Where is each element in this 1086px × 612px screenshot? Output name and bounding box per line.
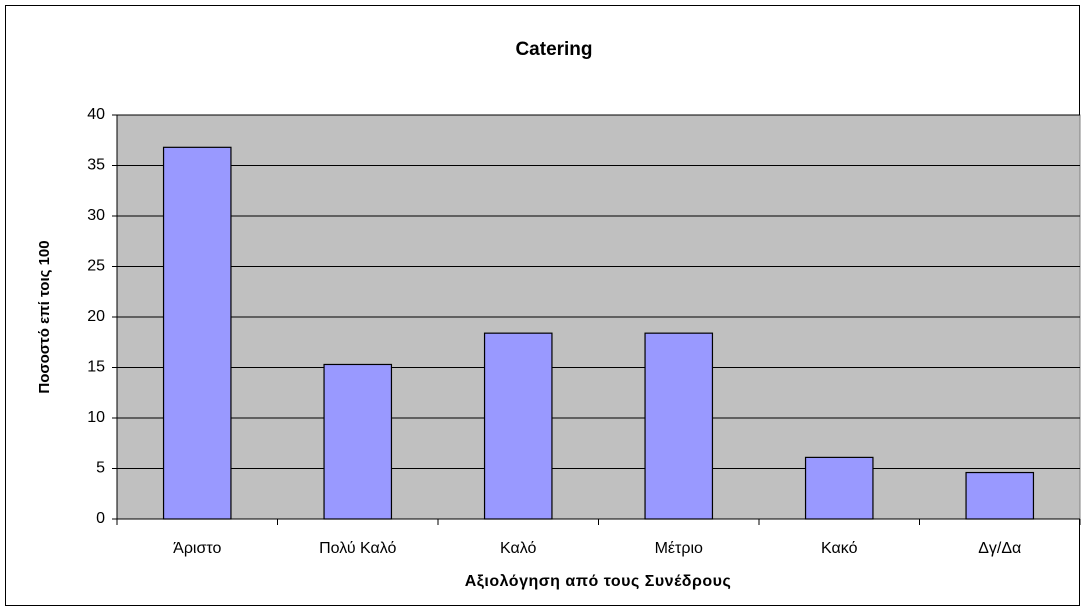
chart-title: Catering <box>515 39 592 60</box>
x-axis-title: Αξιολόγηση από τους Συνέδρους <box>465 573 732 590</box>
x-tick-label: Καλό <box>500 540 536 557</box>
x-tick-label: Δγ/Δα <box>978 540 1021 557</box>
y-axis-title: Ποσοστό επί τοις 100 <box>36 240 53 393</box>
y-tick-label: 0 <box>96 510 105 527</box>
y-tick-label: 25 <box>87 258 105 275</box>
x-tick-label: Πολύ Καλό <box>319 540 396 557</box>
y-tick-label: 15 <box>87 359 105 376</box>
y-tick-label: 35 <box>87 157 105 174</box>
y-tick-label: 5 <box>96 460 105 477</box>
y-tick-label: 30 <box>87 207 105 224</box>
x-tick-label: Κακό <box>821 540 858 557</box>
bar <box>965 471 1035 520</box>
bar <box>162 146 232 520</box>
y-tick-label: 20 <box>87 308 105 325</box>
x-tick-label: Μέτριο <box>655 540 703 557</box>
x-tick-label: Άριστο <box>173 540 221 557</box>
y-tick-label: 40 <box>87 106 105 123</box>
bar <box>323 363 393 520</box>
bar <box>483 332 553 520</box>
bar <box>804 456 874 520</box>
y-tick-label: 10 <box>87 409 105 426</box>
bar <box>644 332 714 520</box>
